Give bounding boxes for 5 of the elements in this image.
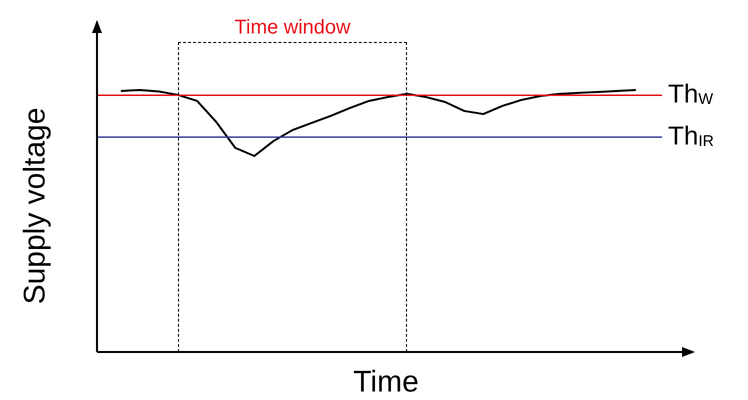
ref-line-label: ThW [668, 78, 714, 108]
y-axis-title: Supply voltage [18, 108, 52, 304]
x-axis-title: Time [353, 365, 419, 398]
ref-line-label: ThIR [668, 120, 714, 150]
text: Time window [234, 16, 352, 39]
